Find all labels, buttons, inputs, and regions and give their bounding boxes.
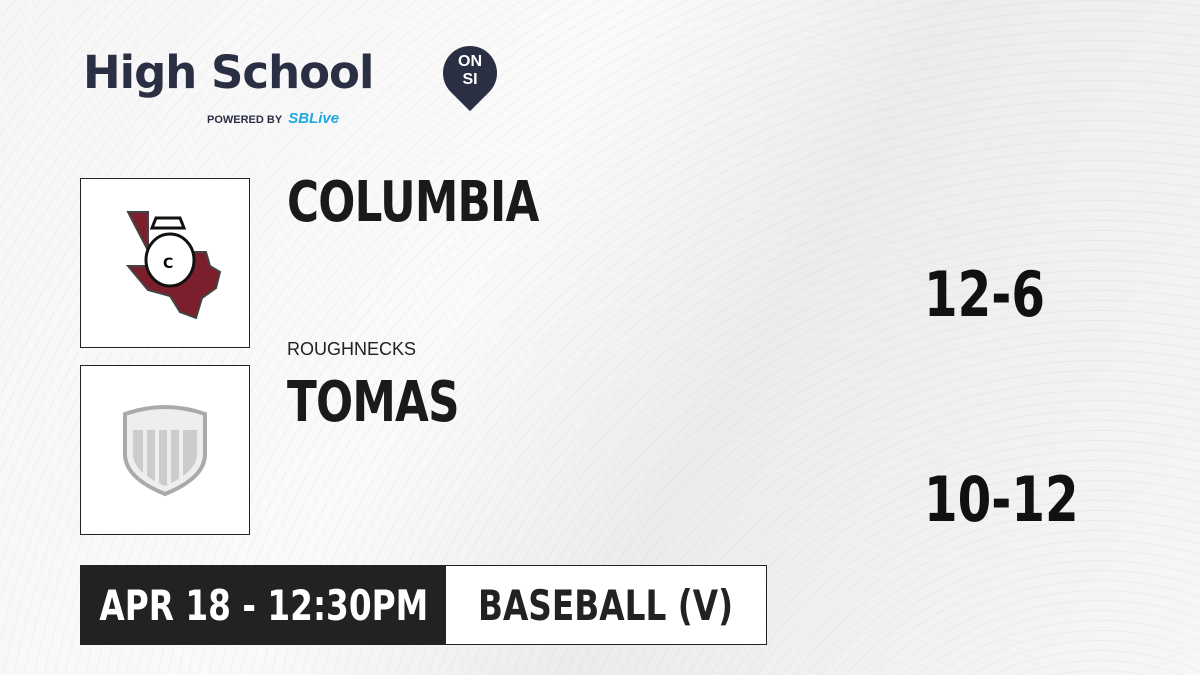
team-logo-columbia: C — [80, 178, 250, 348]
powered-by: POWERED BY SBLive — [207, 110, 339, 127]
sblive-logo: SBLive — [288, 110, 340, 127]
roughneck-mascot-icon: C — [125, 211, 222, 320]
game-datetime: APR 18 - 12:30PM — [99, 580, 428, 630]
game-info-bar: APR 18 - 12:30PM BASEBALL (V) — [80, 565, 767, 645]
high-school-on-si-logo: High School ON SI POWERED BY SBLive — [83, 34, 509, 127]
shield-icon — [123, 405, 207, 497]
team-mascot-home: ROUGHNECKS — [287, 339, 417, 359]
game-sport: BASEBALL (V) — [478, 580, 734, 630]
team-name-home: COLUMBIA — [287, 170, 539, 235]
svg-text:C: C — [163, 256, 173, 272]
team-record-home: 12-6 — [924, 258, 1046, 331]
brand-title: High School — [83, 46, 374, 99]
team-logo-tomas — [80, 365, 250, 535]
powered-by-label: POWERED BY — [207, 114, 283, 126]
team-record-away: 10-12 — [924, 463, 1079, 536]
badge-top: ON — [458, 53, 482, 70]
badge-bottom: SI — [462, 71, 478, 88]
team-name-away: TOMAS — [287, 370, 460, 435]
